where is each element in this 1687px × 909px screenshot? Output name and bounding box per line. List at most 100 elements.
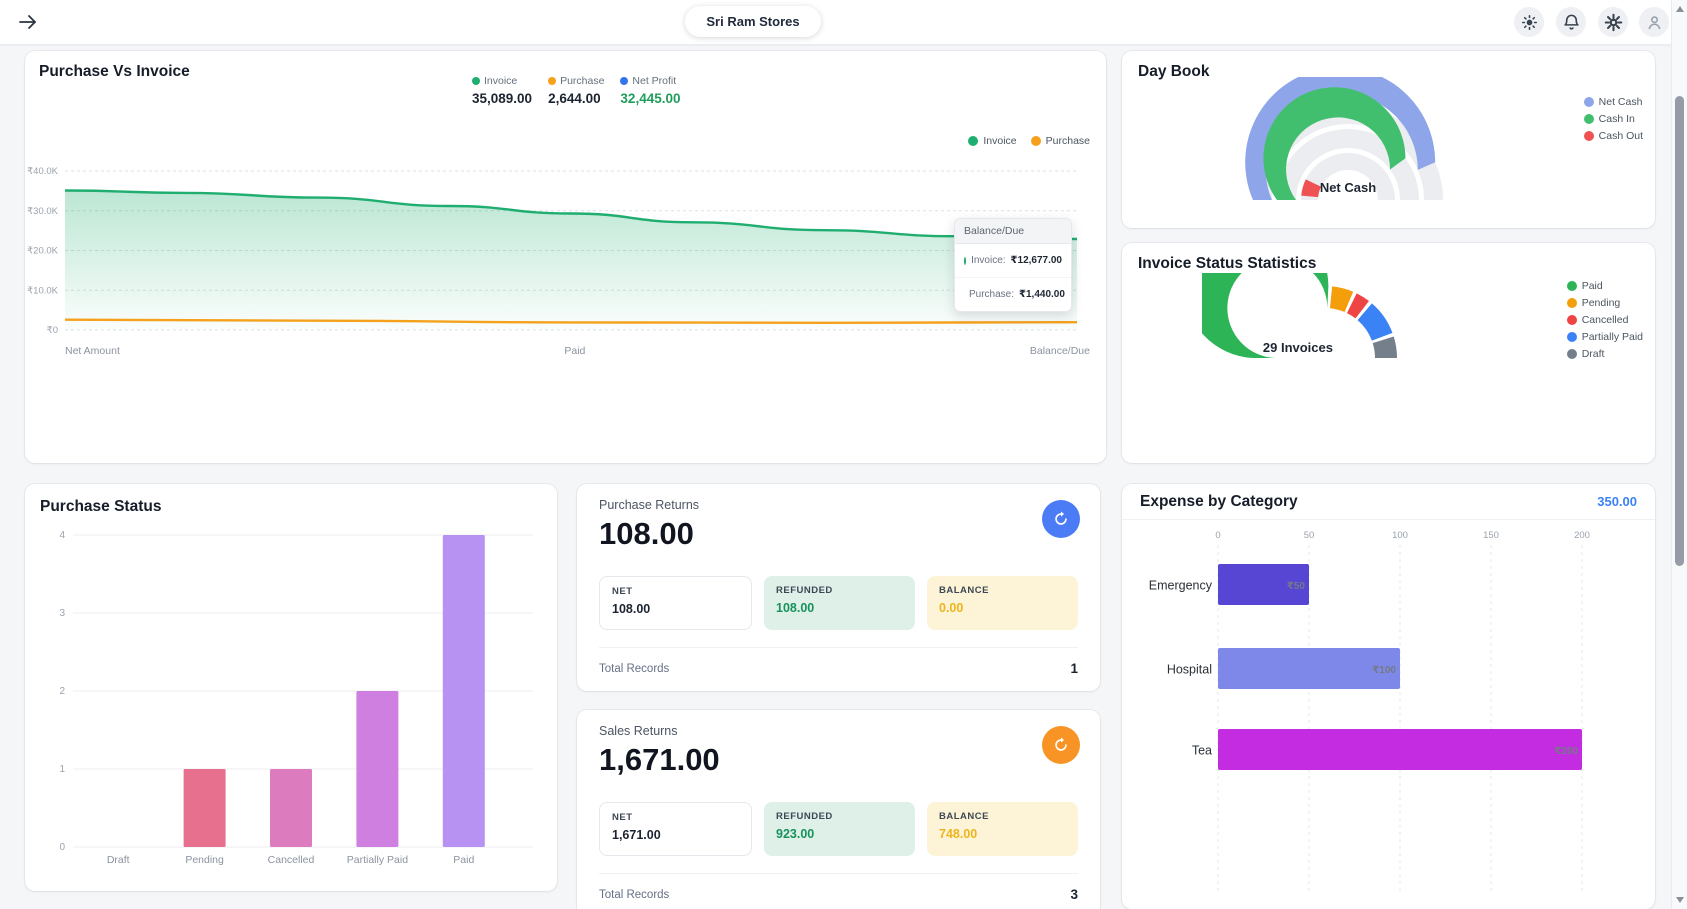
total-records-value: 3 bbox=[1070, 887, 1078, 902]
purchase-returns-refresh-button[interactable] bbox=[1042, 500, 1080, 538]
sales-returns-stats: NET 1,671.00 REFUNDED 923.00 BALANCE 748… bbox=[599, 802, 1078, 856]
legend-label: Pending bbox=[1581, 296, 1621, 309]
legend-dot bbox=[1583, 130, 1594, 141]
legend-item-partially-paid[interactable]: Partially Paid bbox=[1566, 330, 1643, 343]
legend-dot bbox=[1566, 280, 1577, 291]
purchase-returns-records: Total Records 1 bbox=[599, 647, 1078, 676]
pvi-summary-net-profit: Net Profit 32,445.00 bbox=[620, 75, 680, 106]
svg-text:Partially Paid: Partially Paid bbox=[347, 854, 408, 866]
legend-label: Partially Paid bbox=[1581, 330, 1643, 343]
pvi-summary-net-profit-label: Net Profit bbox=[632, 75, 677, 87]
refresh-icon bbox=[1055, 737, 1067, 751]
svg-text:Hospital: Hospital bbox=[1167, 663, 1212, 677]
pvi-chart-legend: Invoice Purchase bbox=[968, 135, 1090, 147]
legend-item-cancelled[interactable]: Cancelled bbox=[1566, 314, 1643, 326]
stat-balance-label: BALANCE bbox=[939, 585, 989, 596]
pvi-summary-purchase-value: 2,644.00 bbox=[548, 91, 601, 106]
legend-item-paid[interactable]: Paid bbox=[1566, 280, 1643, 292]
tooltip-row-purchase: Purchase: ₹1,440.00 bbox=[955, 277, 1071, 311]
pvi-chart-svg: ₹40.0K ₹30.0K ₹20.0K ₹10.0K ₹0 bbox=[27, 166, 1078, 336]
expense-header: Expense by Category 350.00 bbox=[1122, 484, 1655, 520]
theme-toggle-button[interactable] bbox=[1514, 7, 1544, 37]
x-label-paid: Paid bbox=[564, 345, 586, 357]
sidebar-toggle-button[interactable] bbox=[16, 10, 40, 34]
svg-text:Cancelled: Cancelled bbox=[268, 854, 315, 866]
purchase-vs-invoice-title: Purchase Vs Invoice bbox=[39, 63, 190, 80]
settings-button[interactable] bbox=[1598, 7, 1628, 37]
purchase-returns-amount: 108.00 bbox=[599, 516, 694, 551]
svg-text:₹20.0K: ₹20.0K bbox=[27, 246, 59, 257]
svg-text:Tea: Tea bbox=[1192, 744, 1212, 758]
legend-dot bbox=[1566, 331, 1577, 342]
legend-label: Draft bbox=[1581, 347, 1605, 360]
stat-refunded-label: REFUNDED bbox=[776, 811, 833, 822]
scrollbar-thumb[interactable] bbox=[1675, 96, 1684, 566]
notifications-button[interactable] bbox=[1556, 7, 1586, 37]
pvi-summary-purchase-label: Purchase bbox=[560, 75, 605, 87]
stat-balance-value: 748.00 bbox=[939, 827, 978, 841]
total-records-value: 1 bbox=[1070, 661, 1078, 676]
svg-text:50: 50 bbox=[1304, 530, 1315, 541]
stat-refunded-label: REFUNDED bbox=[776, 585, 833, 596]
net-profit-dot bbox=[620, 77, 629, 85]
tooltip-purchase-label: Purchase: bbox=[969, 289, 1015, 300]
svg-text:0: 0 bbox=[1215, 530, 1220, 541]
invoice-status-gauge-svg: 29 Invoices bbox=[1202, 273, 1397, 358]
profile-button[interactable] bbox=[1639, 7, 1669, 37]
x-label-net-amount: Net Amount bbox=[65, 345, 120, 357]
expense-by-category-card: Expense by Category 350.00 0 50 100 150 200 ₹… bbox=[1122, 484, 1655, 909]
legend-label: Invoice bbox=[983, 135, 1017, 147]
legend-item-net-cash[interactable]: Net Cash bbox=[1583, 95, 1643, 108]
total-records-label: Total Records bbox=[599, 662, 670, 675]
svg-text:150: 150 bbox=[1483, 530, 1499, 541]
invoice-dot bbox=[472, 77, 480, 85]
bell-icon bbox=[1563, 14, 1579, 30]
svg-text:4: 4 bbox=[59, 530, 65, 541]
stat-balance: BALANCE 0.00 bbox=[927, 576, 1078, 630]
purchase-returns-title: Purchase Returns bbox=[599, 498, 700, 512]
legend-label: Cash Out bbox=[1598, 129, 1643, 142]
legend-item-cash-in[interactable]: Cash In bbox=[1583, 112, 1643, 125]
stat-net-label: NET bbox=[612, 812, 633, 823]
legend-item-invoice[interactable]: Invoice bbox=[968, 135, 1017, 147]
x-label-balance-due: Balance/Due bbox=[1029, 345, 1090, 357]
legend-item-cash-out[interactable]: Cash Out bbox=[1583, 129, 1643, 142]
svg-text:Net Cash: Net Cash bbox=[1320, 180, 1376, 195]
scrollbar-down-arrow[interactable] bbox=[1676, 897, 1684, 903]
total-records-label: Total Records bbox=[599, 888, 670, 901]
legend-dot bbox=[1566, 314, 1577, 325]
stat-net-value: 108.00 bbox=[612, 602, 651, 616]
sales-returns-refresh-button[interactable] bbox=[1042, 726, 1080, 764]
svg-text:2: 2 bbox=[59, 686, 65, 697]
legend-dot bbox=[1030, 136, 1041, 146]
scrollbar-up-arrow[interactable] bbox=[1676, 6, 1684, 12]
svg-text:₹200: ₹200 bbox=[1554, 746, 1578, 757]
invoice-status-title: Invoice Status Statistics bbox=[1138, 255, 1317, 272]
purchase-status-card: Purchase Status 0 1 2 3 4 Draft Pending Cancell… bbox=[25, 484, 557, 891]
svg-text:₹40.0K: ₹40.0K bbox=[27, 166, 59, 177]
stat-balance-label: BALANCE bbox=[939, 811, 989, 822]
sales-returns-title: Sales Returns bbox=[599, 724, 678, 738]
pvi-summary-invoice-value: 35,089.00 bbox=[472, 91, 533, 106]
legend-label: Cash In bbox=[1598, 112, 1635, 125]
svg-text:₹10.0K: ₹10.0K bbox=[27, 285, 59, 296]
tooltip-purchase-value: ₹1,440.00 bbox=[1019, 289, 1065, 300]
stat-refunded-value: 923.00 bbox=[776, 827, 815, 841]
purchase-returns-stats: NET 108.00 REFUNDED 108.00 BALANCE 0.00 bbox=[599, 576, 1078, 630]
legend-item-purchase[interactable]: Purchase bbox=[1030, 135, 1090, 147]
day-book-card: Day Book Net Cash Net Cash Cash In Cash Ou… bbox=[1122, 51, 1655, 228]
sun-icon bbox=[1521, 14, 1537, 30]
legend-label: Purchase bbox=[1045, 135, 1090, 147]
store-name-pill[interactable]: Sri Ram Stores bbox=[685, 6, 821, 37]
legend-dot bbox=[1583, 96, 1594, 107]
svg-text:Paid: Paid bbox=[453, 854, 474, 866]
scrollbar bbox=[1671, 0, 1687, 909]
legend-item-pending[interactable]: Pending bbox=[1566, 296, 1643, 309]
svg-text:₹30.0K: ₹30.0K bbox=[27, 206, 59, 217]
expense-title: Expense by Category bbox=[1140, 492, 1298, 510]
legend-label: Net Cash bbox=[1598, 95, 1643, 108]
gear-icon bbox=[1604, 13, 1622, 31]
svg-text:₹50: ₹50 bbox=[1287, 581, 1306, 592]
sales-returns-card: Sales Returns 1,671.00 NET 1,671.00 REFU… bbox=[577, 710, 1100, 909]
legend-item-draft[interactable]: Draft bbox=[1566, 347, 1643, 360]
